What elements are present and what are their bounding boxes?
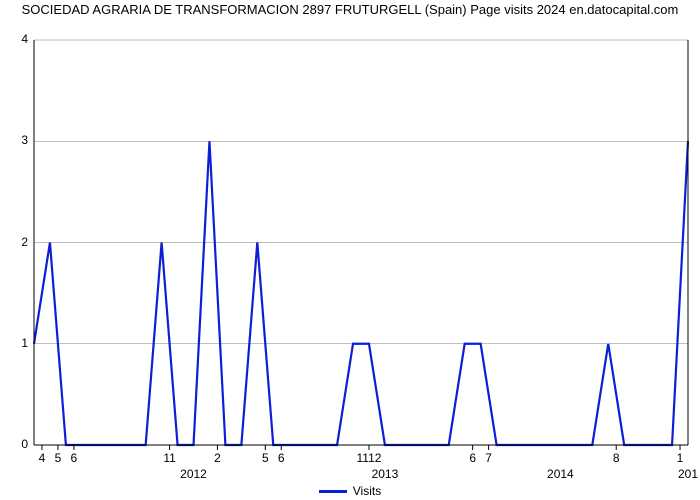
chart-container: SOCIEDAD AGRARIA DE TRANSFORMACION 2897 …	[0, 0, 700, 500]
y-tick-label: 4	[21, 32, 28, 46]
y-tick-label: 0	[21, 437, 28, 451]
x-tick-label: 5	[55, 451, 62, 465]
visits-line	[34, 141, 688, 445]
x-year-label: 2013	[372, 467, 399, 481]
x-year-label: 2014	[547, 467, 574, 481]
x-tick-label: 6	[469, 451, 476, 465]
y-tick-label: 1	[21, 336, 28, 350]
legend-label: Visits	[353, 484, 381, 498]
x-tick-label: 4	[39, 451, 46, 465]
chart-title: SOCIEDAD AGRARIA DE TRANSFORMACION 2897 …	[0, 2, 700, 18]
x-tick-label: 2	[214, 451, 221, 465]
y-tick-label: 2	[21, 235, 28, 249]
y-tick-label: 3	[21, 133, 28, 147]
x-tick-label: 11	[163, 451, 175, 465]
x-tick-label: 5	[262, 451, 269, 465]
plot-area	[34, 40, 688, 445]
x-tick-label: 1	[677, 451, 684, 465]
x-tick-label: 7	[485, 451, 492, 465]
x-tick-label: 8	[613, 451, 620, 465]
plot-svg	[34, 40, 688, 451]
legend-swatch	[319, 490, 347, 493]
x-tick-label: 6	[71, 451, 78, 465]
x-tick-label: 6	[278, 451, 285, 465]
legend: Visits	[0, 483, 700, 498]
x-year-label: 201	[678, 467, 698, 481]
x-year-label: 2012	[180, 467, 207, 481]
x-tick-label: 1112	[357, 451, 382, 465]
